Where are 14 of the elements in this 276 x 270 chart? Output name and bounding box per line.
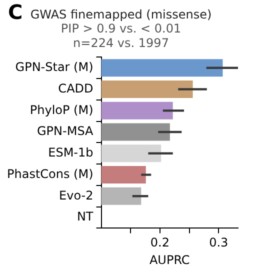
y-tick-label: PhastCons (M) xyxy=(6,166,94,181)
y-tick-label: Evo-2 xyxy=(59,188,94,202)
y-tick-label: PhyloP (M) xyxy=(30,102,94,117)
y-tick-label: GPN-Star (M) xyxy=(15,60,94,74)
x-axis-title: AUPRC xyxy=(149,252,190,267)
y-tick-label: GPN-MSA xyxy=(37,124,94,138)
y-tick-label: NT xyxy=(76,210,94,224)
chart-title: GWAS finemapped (missense) xyxy=(30,7,212,22)
chart-subtitle: PIP > 0.9 vs. < 0.01 n=224 vs. 1997 xyxy=(60,22,182,50)
x-tick-label: 0.2 xyxy=(150,236,170,250)
y-tick-label: CADD xyxy=(58,81,94,96)
text: C xyxy=(8,0,23,24)
y-tick-label: ESM-1b xyxy=(48,146,94,160)
x-tick-label: 0.3 xyxy=(209,236,228,250)
